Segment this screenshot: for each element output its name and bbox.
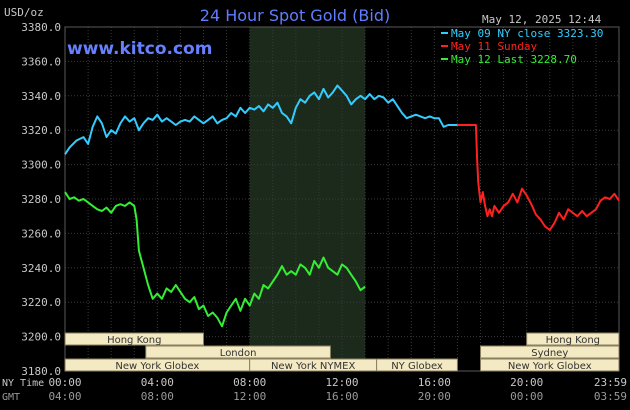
x-tick-label-gmt: 03:59 — [594, 390, 627, 403]
y-tick-label: 3300.0 — [21, 159, 61, 172]
session-label: Hong Kong — [546, 335, 600, 346]
kitco-watermark: www.kitco.com — [67, 39, 212, 59]
x-tick-label-gmt: 16:00 — [325, 390, 358, 403]
x-tick-label-gmt: 12:00 — [233, 390, 266, 403]
series-line-1 — [457, 124, 620, 231]
y-tick-label: 3180.0 — [21, 365, 61, 378]
y-tick-label: 3220.0 — [21, 296, 61, 309]
session-label: New York Globex — [115, 361, 199, 372]
series-lines — [64, 84, 620, 328]
session-bar — [145, 345, 331, 359]
session-label: London — [220, 348, 257, 359]
x-tick-label-ny: 08:00 — [233, 376, 266, 389]
units-label: USD/oz — [4, 6, 44, 19]
y-tick-label: 3380.0 — [21, 21, 61, 34]
session-bar — [376, 358, 458, 372]
x-tick-label-gmt: 00:00 — [510, 390, 543, 403]
x-row-label-gmt: GMT — [2, 392, 20, 403]
chart-title: 24 Hour Spot Gold (Bid) — [200, 6, 390, 25]
session-bar — [526, 332, 620, 346]
x-tick-label-ny: 12:00 — [325, 376, 358, 389]
x-tick-label-ny: 23:59 — [594, 376, 627, 389]
y-tick-label: 3360.0 — [21, 55, 61, 68]
x-tick-label-gmt: 20:00 — [418, 390, 451, 403]
session-bar — [64, 332, 204, 346]
series-line-2 — [64, 191, 366, 328]
legend-label: May 11 Sunday — [451, 40, 537, 53]
nymex-highlight — [249, 27, 366, 371]
y-tick-label: 3340.0 — [21, 90, 61, 103]
x-tick-label-gmt: 08:00 — [141, 390, 174, 403]
y-tick-label: 3240.0 — [21, 262, 61, 275]
legend-label: May 12 Last 3228.70 — [451, 53, 577, 66]
x-tick-label-gmt: 04:00 — [48, 390, 81, 403]
session-bars: Hong Kong London New York Globex New York N… — [64, 332, 620, 372]
y-tick-label: 3200.0 — [21, 331, 61, 344]
session-bar — [480, 345, 620, 359]
x-row-label-ny: NY Time — [2, 378, 44, 389]
timestamp: May 12, 2025 12:44 — [482, 13, 602, 26]
session-label: New York Globex — [508, 361, 592, 372]
x-tick-label-ny: 20:00 — [510, 376, 543, 389]
y-tick-label: 3320.0 — [21, 124, 61, 137]
session-bar — [480, 358, 620, 372]
y-tick-label: 3280.0 — [21, 193, 61, 206]
y-tick-label: 3260.0 — [21, 227, 61, 240]
session-label: NY Globex — [391, 361, 443, 372]
legend-label: May 09 NY close 3323.30 — [451, 27, 603, 40]
x-tick-label-ny: 04:00 — [141, 376, 174, 389]
session-label: Sydney — [531, 348, 568, 359]
axes: 3380.0 3360.0 3340.0 3320.0 3300.0 3280.0 3260… — [2, 21, 627, 403]
session-label: New York NYMEX — [271, 361, 356, 372]
series-line-0 — [64, 84, 458, 155]
x-tick-label-ny: 16:00 — [418, 376, 451, 389]
x-tick-label-ny: 00:00 — [48, 376, 81, 389]
highlight-band — [249, 27, 366, 371]
session-label: Hong Kong — [107, 335, 161, 346]
